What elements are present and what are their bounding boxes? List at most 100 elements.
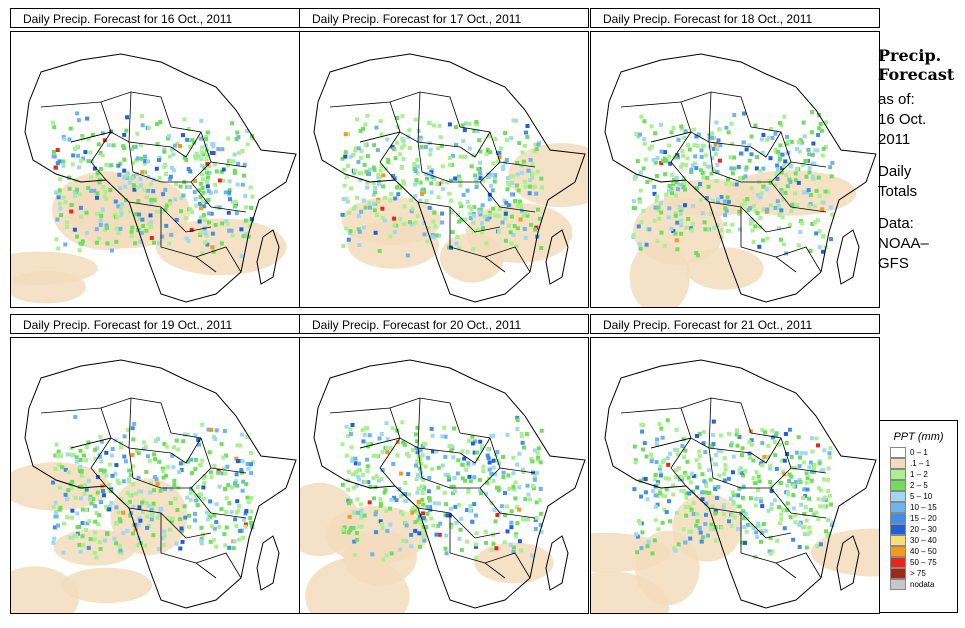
precip-cell [717, 448, 722, 453]
precip-cell [655, 502, 660, 507]
precip-cell [711, 442, 716, 446]
precip-cell [475, 227, 480, 232]
precip-cell [373, 190, 378, 195]
precip-cell [668, 161, 673, 166]
precip-cell [826, 466, 831, 471]
precip-cell [375, 213, 379, 217]
precip-cell [374, 530, 378, 535]
precip-cell [225, 464, 230, 469]
precip-cell [249, 509, 254, 514]
precip-cell [380, 468, 385, 472]
precip-cell [245, 129, 250, 134]
precip-cell [413, 182, 418, 187]
precip-cell [460, 462, 465, 467]
precip-cell [98, 222, 103, 227]
precip-cell [504, 158, 509, 162]
country-border [389, 91, 461, 128]
precip-cell [84, 487, 89, 492]
precip-cell [808, 530, 813, 535]
precip-cell [380, 449, 385, 454]
country-border [132, 477, 212, 514]
precip-cell [660, 520, 665, 525]
precip-cell [530, 171, 535, 176]
precip-cell [760, 459, 765, 464]
precip-cell [739, 203, 744, 208]
precip-cell [98, 434, 103, 439]
precip-cell [739, 470, 744, 475]
precip-cell [467, 121, 472, 126]
precip-cell [452, 489, 457, 494]
precip-cell [756, 193, 760, 198]
precip-cell [209, 475, 214, 480]
country-border [499, 206, 536, 213]
precip-cell [741, 484, 746, 489]
precip-cell [515, 462, 520, 467]
precip-cell [519, 431, 524, 436]
precip-cell [472, 128, 477, 133]
precip-cell [402, 204, 407, 209]
precip-cell [732, 113, 737, 117]
precip-cell [170, 147, 174, 152]
precip-cell [480, 230, 484, 235]
precip-cell [799, 502, 804, 507]
precip-cell [678, 209, 683, 214]
precip-cell [697, 449, 702, 454]
precip-cell [783, 190, 788, 195]
precip-cell [78, 549, 83, 554]
precip-cell [774, 433, 778, 438]
precip-cell [417, 531, 422, 536]
precip-cell [89, 188, 94, 193]
precip-cell [430, 467, 435, 472]
precip-cell [171, 168, 176, 173]
precip-cell [631, 235, 636, 239]
precip-cell [421, 516, 426, 521]
precip-cell [651, 488, 656, 493]
precip-cell [233, 517, 238, 522]
legend-swatch [890, 447, 906, 458]
precip-cell [217, 205, 222, 210]
precip-cell [419, 144, 424, 149]
precip-cell [525, 124, 530, 128]
precip-cell [706, 184, 711, 189]
precip-cell [737, 468, 742, 473]
precip-cell [349, 525, 354, 530]
precip-cell [229, 228, 234, 233]
country-border [708, 507, 792, 539]
precip-cell [755, 535, 759, 540]
precip-cell [497, 229, 502, 234]
precip-cell [235, 483, 240, 488]
precip-cell [52, 525, 57, 530]
precip-cell [138, 176, 143, 181]
precip-cell [353, 456, 358, 461]
precip-cell [99, 214, 104, 218]
precip-cell [368, 484, 373, 489]
precip-cell [779, 188, 784, 193]
precip-cell [807, 465, 812, 470]
precip-cell [787, 177, 792, 182]
precip-cell [477, 477, 482, 482]
precip-cell [773, 205, 778, 210]
precip-cell [236, 508, 241, 513]
precip-cell [219, 442, 224, 447]
precip-cell [187, 513, 191, 518]
precip-cell [719, 449, 724, 454]
precip-cell [381, 184, 386, 189]
precip-cell [391, 462, 396, 466]
precip-cell [789, 454, 794, 459]
precip-cell [204, 200, 209, 205]
precip-cell [818, 504, 823, 509]
precip-cell [363, 480, 368, 484]
precip-cell [480, 221, 484, 226]
precip-cell [216, 468, 221, 473]
precip-cell [61, 195, 66, 200]
precip-cell [762, 454, 767, 459]
precip-cell [421, 477, 426, 482]
precip-cell [415, 213, 420, 218]
precip-cell [381, 557, 386, 562]
precip-cell [421, 534, 426, 538]
precip-cell [78, 158, 83, 163]
precip-cell [760, 463, 765, 468]
panel-title: Daily Precip. Forecast for 17 Oct., 2011 [299, 8, 589, 28]
precip-cell [365, 469, 370, 473]
precip-cell [116, 481, 121, 486]
